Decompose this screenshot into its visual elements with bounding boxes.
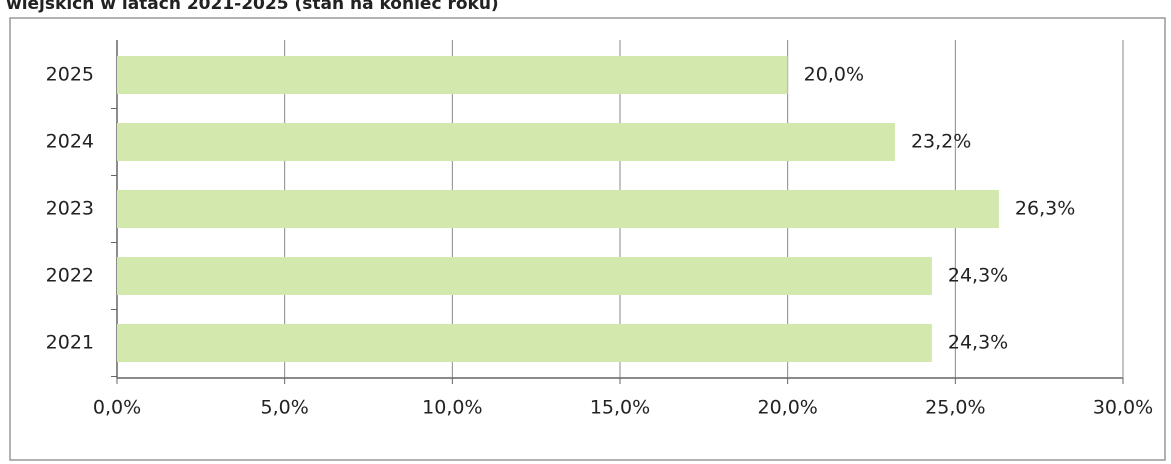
- bar: [117, 56, 788, 94]
- x-tick-label: 25,0%: [925, 397, 985, 419]
- data-label: 26,3%: [1015, 198, 1075, 220]
- y-tick-label: 2024: [46, 131, 94, 153]
- data-label: 20,0%: [804, 64, 864, 86]
- bar: [117, 190, 999, 228]
- y-tick-label: 2025: [46, 64, 94, 86]
- data-label: 23,2%: [911, 131, 971, 153]
- x-tick-label: 5,0%: [261, 397, 309, 419]
- data-label: 24,3%: [948, 332, 1008, 354]
- bar: [117, 324, 932, 362]
- chart-title: wiejskich w latach 2021-2025 (stan na ko…: [6, 0, 499, 14]
- bar: [117, 123, 895, 161]
- x-tick-label: 15,0%: [590, 397, 650, 419]
- x-tick-label: 20,0%: [757, 397, 817, 419]
- y-tick-label: 2021: [46, 332, 94, 354]
- data-label: 24,3%: [948, 265, 1008, 287]
- x-tick-label: 10,0%: [422, 397, 482, 419]
- chart-frame: [9, 17, 1166, 461]
- x-tick-label: 30,0%: [1093, 397, 1153, 419]
- y-tick-label: 2023: [46, 198, 94, 220]
- x-tick-label: 0,0%: [93, 397, 141, 419]
- y-tick-label: 2022: [46, 265, 94, 287]
- bar: [117, 257, 932, 295]
